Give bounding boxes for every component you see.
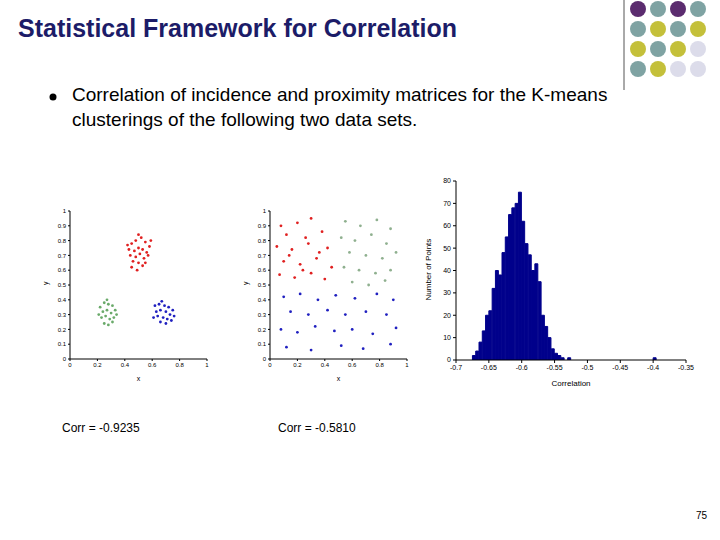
svg-text:Number of Points: Number of Points: [424, 239, 433, 301]
svg-text:0: 0: [63, 356, 67, 362]
svg-text:20: 20: [443, 312, 451, 319]
html-text:Correlation of incidence and p: Correlation of incidence and proximity m…: [72, 84, 608, 130]
svg-text:0: 0: [447, 356, 451, 363]
svg-text:0.4: 0.4: [321, 362, 330, 368]
svg-text:-0.65: -0.65: [481, 364, 497, 371]
svg-text:0.6: 0.6: [148, 362, 157, 368]
svg-text:0.1: 0.1: [258, 341, 267, 347]
svg-text:0.4: 0.4: [258, 297, 267, 303]
svg-text:-0.4: -0.4: [647, 364, 659, 371]
svg-text:80: 80: [443, 177, 451, 184]
svg-text:0.5: 0.5: [258, 282, 267, 288]
svg-text:0.5: 0.5: [58, 282, 67, 288]
svg-text:60: 60: [443, 222, 451, 229]
svg-text:1: 1: [205, 362, 209, 368]
svg-text:0.2: 0.2: [58, 327, 67, 333]
svg-text:0.8: 0.8: [58, 238, 67, 244]
svg-text:0.3: 0.3: [58, 312, 67, 318]
html-text:Corr = -0.9235: Corr = -0.9235: [62, 421, 140, 435]
svg-text:0.2: 0.2: [293, 362, 302, 368]
svg-text:30: 30: [443, 289, 451, 296]
svg-text:0.8: 0.8: [175, 362, 184, 368]
svg-text:0.4: 0.4: [121, 362, 130, 368]
svg-text:0.9: 0.9: [58, 223, 67, 229]
svg-text:0.7: 0.7: [58, 253, 67, 259]
html-text:Statistical Framework for Corr: Statistical Framework for Correlation: [18, 14, 457, 42]
svg-text:1: 1: [63, 208, 67, 214]
svg-text:0.9: 0.9: [258, 223, 267, 229]
svg-text:0: 0: [263, 356, 267, 362]
svg-text:-0.35: -0.35: [678, 364, 694, 371]
svg-text:0.3: 0.3: [258, 312, 267, 318]
html-text:Corr = -0.5810: Corr = -0.5810: [278, 421, 356, 435]
svg-text:0.6: 0.6: [258, 267, 267, 273]
svg-text:0: 0: [268, 362, 272, 368]
svg-text:-0.6: -0.6: [516, 364, 528, 371]
svg-text:-0.5: -0.5: [581, 364, 593, 371]
svg-text:y: y: [42, 281, 50, 285]
svg-text:x: x: [137, 375, 141, 382]
svg-text:y: y: [242, 281, 250, 285]
svg-text:70: 70: [443, 200, 451, 207]
svg-text:40: 40: [443, 267, 451, 274]
svg-text:0.1: 0.1: [58, 341, 67, 347]
svg-text:Correlation: Correlation: [551, 379, 590, 388]
svg-text:10: 10: [443, 334, 451, 341]
svg-text:0: 0: [68, 362, 72, 368]
svg-text:0.7: 0.7: [258, 253, 267, 259]
svg-text:-0.55: -0.55: [547, 364, 563, 371]
svg-text:0.8: 0.8: [258, 238, 267, 244]
svg-text:0.4: 0.4: [58, 297, 67, 303]
svg-text:0.2: 0.2: [258, 327, 267, 333]
svg-text:50: 50: [443, 245, 451, 252]
svg-text:x: x: [337, 375, 341, 382]
html-text:75: 75: [696, 510, 708, 521]
svg-text:-0.45: -0.45: [612, 364, 628, 371]
svg-text:0.8: 0.8: [375, 362, 384, 368]
svg-text:-0.7: -0.7: [450, 364, 462, 371]
svg-text:0.2: 0.2: [93, 362, 102, 368]
svg-text:1: 1: [263, 208, 267, 214]
svg-text:0.6: 0.6: [348, 362, 357, 368]
svg-text:0.6: 0.6: [58, 267, 67, 273]
svg-text:1: 1: [405, 362, 409, 368]
